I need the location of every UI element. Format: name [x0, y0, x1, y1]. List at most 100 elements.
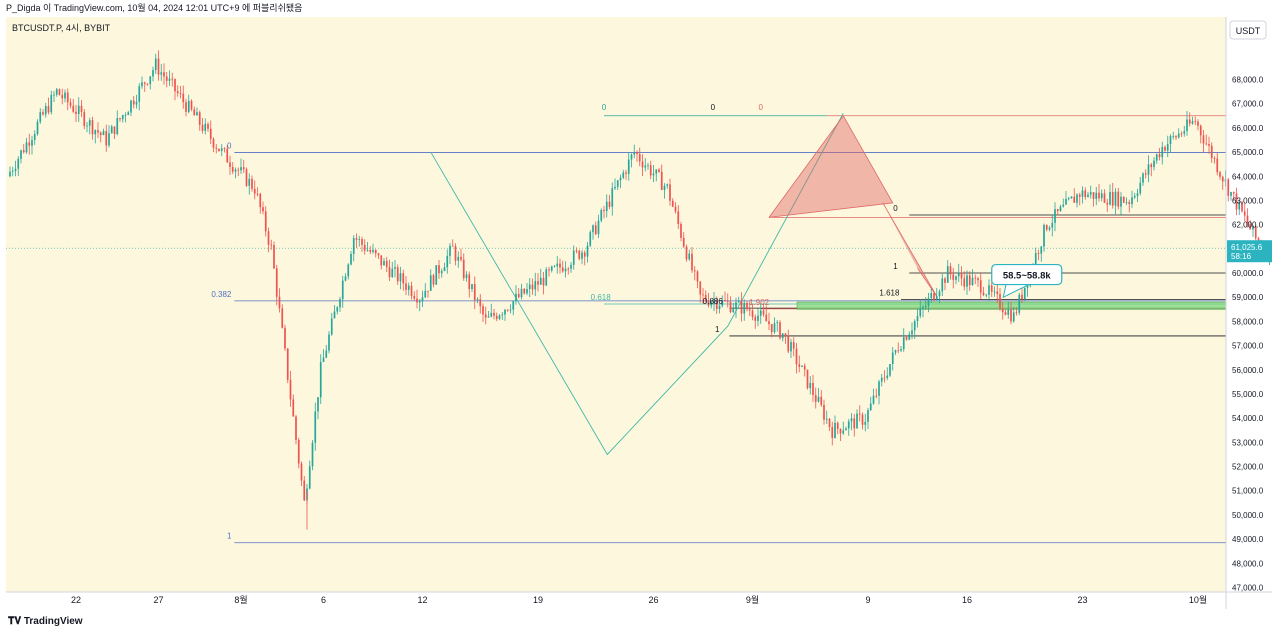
candle-body — [468, 274, 471, 290]
candle-body — [636, 151, 638, 155]
candle-body — [1136, 193, 1139, 196]
candle-body — [31, 139, 33, 146]
candle-body — [262, 207, 264, 212]
tradingview-logo[interactable]: 𝐓𝐕 TradingView — [8, 616, 83, 627]
candle-body — [355, 238, 358, 240]
candle-body — [515, 293, 517, 302]
candle-body — [130, 100, 132, 113]
time-tick-label: 9월 — [746, 594, 759, 605]
candle-body — [163, 72, 165, 77]
candle-body — [438, 265, 440, 274]
candlestick-chart[interactable]: 0 0.382 1 0 0 0 0.618 0.886 1.902 1.618 0 1 1 58.5~58… — [6, 17, 1280, 609]
candle-body — [900, 349, 902, 351]
price-tick-label: 47,000.0 — [1232, 584, 1264, 593]
candle-body — [1010, 309, 1012, 322]
candle-body — [229, 162, 231, 168]
candle-body — [215, 147, 218, 149]
candle-body — [138, 86, 141, 102]
candle-body — [251, 178, 253, 189]
candle-body — [270, 244, 273, 246]
candle-body — [1051, 222, 1054, 228]
candle-body — [220, 148, 223, 152]
candle-body — [586, 245, 589, 257]
candle-body — [982, 292, 985, 296]
candle-body — [1037, 253, 1040, 254]
candle-body — [729, 301, 732, 313]
candle-body — [894, 350, 897, 353]
candle-body — [946, 266, 949, 283]
candle-body — [380, 255, 383, 266]
candle-body — [713, 300, 715, 303]
candle-body — [663, 185, 666, 190]
candle-body — [680, 223, 682, 238]
candle-body — [754, 316, 757, 321]
candle-body — [20, 150, 22, 159]
candle-body — [1186, 119, 1188, 132]
candle-body — [1202, 135, 1205, 144]
candle-body — [902, 337, 905, 350]
candle-body — [1238, 201, 1241, 210]
candle-body — [319, 362, 322, 398]
candle-body — [850, 418, 853, 422]
candle-body — [196, 112, 198, 116]
candle-body — [135, 101, 138, 105]
candle-body — [630, 154, 633, 160]
candle-body — [457, 256, 460, 261]
candle-body — [726, 301, 729, 302]
candle-body — [990, 285, 993, 292]
candle-body — [724, 300, 726, 302]
candle-body — [83, 111, 86, 126]
candle-body — [1128, 202, 1131, 205]
candle-body — [42, 112, 44, 115]
price-tick-label: 51,000.0 — [1232, 487, 1264, 496]
candle-body — [1048, 227, 1051, 230]
candle-body — [966, 275, 968, 287]
candle-body — [968, 275, 971, 286]
candle-body — [878, 381, 880, 396]
candle-body — [1235, 193, 1238, 210]
level-0618-label: 0.618 — [591, 293, 612, 302]
candle-body — [86, 125, 88, 127]
candle-body — [957, 272, 960, 277]
candle-body — [385, 260, 388, 268]
candle-body — [460, 256, 462, 260]
candle-body — [174, 79, 176, 92]
candle-body — [1232, 192, 1235, 194]
annotation-labels: 0 0.382 1 0 0 0 0.618 0.886 1.902 1.618 0 1 1 58.5~58… — [211, 103, 1063, 541]
candle-body — [242, 167, 245, 170]
candle-body — [512, 301, 515, 310]
candle-body — [688, 253, 691, 260]
candle-body — [858, 413, 861, 415]
candle-body — [427, 290, 429, 292]
candle-body — [864, 421, 867, 425]
candle-body — [1043, 224, 1045, 247]
time-tick-label: 12 — [417, 595, 427, 605]
candle-body — [707, 300, 710, 306]
currency-button[interactable] — [1229, 20, 1267, 40]
candle-body — [1087, 194, 1089, 198]
candle-body — [776, 322, 779, 324]
candle-body — [693, 270, 696, 272]
candle-body — [498, 315, 501, 319]
price-chart[interactable]: 0 0.382 1 0 0 0 0.618 0.886 1.902 1.618 0 1 1 58.5~58… — [6, 17, 1280, 609]
candle-body — [143, 82, 146, 84]
candle-body — [116, 118, 119, 135]
candle-body — [963, 278, 966, 287]
candle-body — [333, 311, 336, 319]
candle-body — [605, 201, 608, 212]
time-tick-label: 8월 — [234, 594, 247, 605]
candle-body — [842, 430, 845, 434]
candle-body — [374, 249, 377, 254]
candle-body — [77, 105, 80, 115]
candle-body — [273, 245, 275, 269]
candle-body — [429, 275, 432, 291]
candle-body — [1056, 209, 1059, 212]
candle-body — [784, 333, 787, 336]
candle-body — [451, 245, 454, 247]
candle-body — [328, 334, 330, 351]
candle-body — [814, 394, 817, 402]
candle-body — [1169, 136, 1172, 145]
candle-body — [383, 260, 385, 266]
candle-body — [911, 330, 913, 335]
candle-body — [581, 252, 583, 259]
